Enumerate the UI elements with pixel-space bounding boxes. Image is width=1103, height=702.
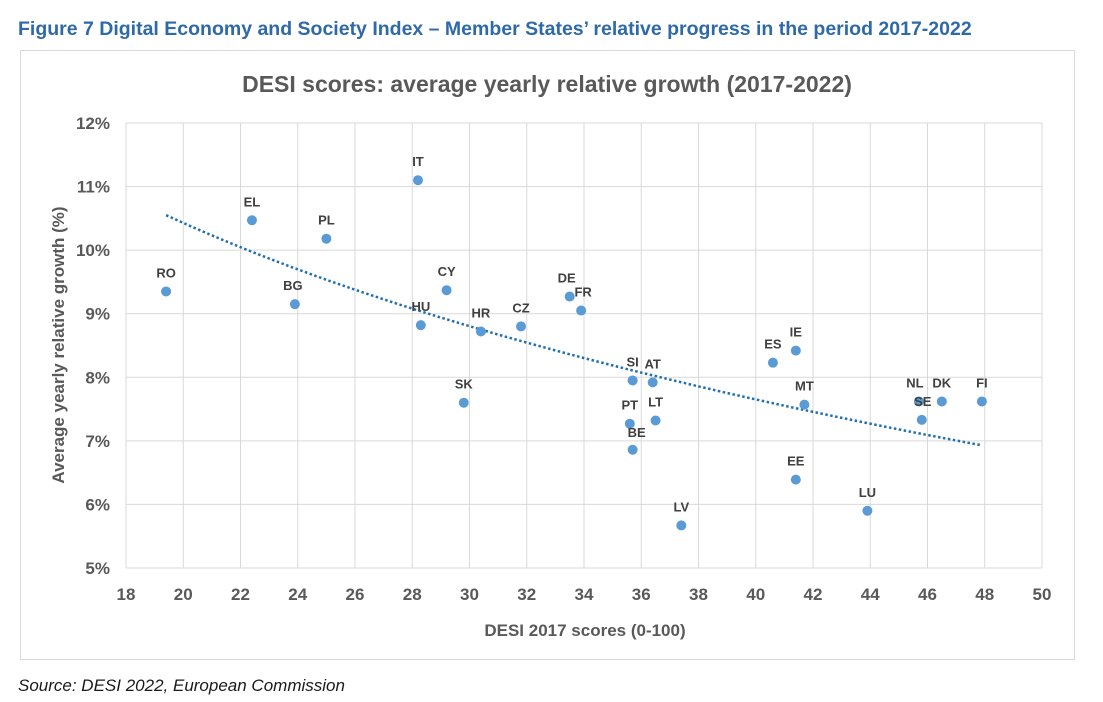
x-tick-label: 24 xyxy=(288,585,307,604)
data-point-el xyxy=(246,215,257,226)
point-label-se: SE xyxy=(914,394,932,409)
point-label-at: AT xyxy=(645,356,661,371)
x-tick-label: 28 xyxy=(403,585,422,604)
x-tick-label: 26 xyxy=(346,585,365,604)
point-label-cz: CZ xyxy=(512,300,529,315)
x-tick-label: 46 xyxy=(918,585,937,604)
point-label-mt: MT xyxy=(795,379,814,394)
x-tick-label: 20 xyxy=(174,585,193,604)
data-point-pt xyxy=(624,418,635,429)
data-point-cz xyxy=(516,321,527,332)
point-label-sk: SK xyxy=(455,377,474,392)
data-point-lu xyxy=(862,505,873,516)
chart-title: DESI scores: average yearly relative gro… xyxy=(242,71,852,97)
point-label-cy: CY xyxy=(438,264,456,279)
y-tick-label: 5% xyxy=(85,559,110,578)
x-tick-label: 30 xyxy=(460,585,479,604)
data-point-it xyxy=(412,175,423,186)
point-label-lv: LV xyxy=(673,499,689,514)
x-tick-label: 44 xyxy=(861,585,880,604)
y-tick-label: 11% xyxy=(77,178,110,197)
data-point-sk xyxy=(458,397,469,408)
point-label-bg: BG xyxy=(283,278,303,293)
point-label-lu: LU xyxy=(859,485,876,500)
data-point-ro xyxy=(161,286,172,297)
data-point-hu xyxy=(415,320,426,331)
y-tick-label: 9% xyxy=(85,305,110,324)
x-tick-label: 22 xyxy=(231,585,250,604)
y-tick-label: 6% xyxy=(85,495,110,514)
data-point-mt xyxy=(799,399,810,410)
y-tick-label: 10% xyxy=(76,241,110,260)
x-axis-label: DESI 2017 scores (0-100) xyxy=(484,621,685,640)
data-point-hr xyxy=(475,326,486,337)
data-point-nl xyxy=(913,396,924,407)
trendline xyxy=(165,214,983,447)
x-tick-label: 42 xyxy=(804,585,823,604)
data-point-pl xyxy=(321,233,332,244)
point-label-be: BE xyxy=(628,425,646,440)
point-label-si: SI xyxy=(627,354,639,369)
data-point-dk xyxy=(936,396,947,407)
point-label-hr: HR xyxy=(472,306,491,321)
x-tick-label: 40 xyxy=(746,585,765,604)
data-point-fi xyxy=(976,396,987,407)
figure-title: Figure 7 Digital Economy and Society Ind… xyxy=(18,18,972,40)
chart-area xyxy=(20,50,1075,660)
x-tick-label: 38 xyxy=(689,585,708,604)
data-point-cy xyxy=(441,285,452,296)
point-label-hu: HU xyxy=(411,299,430,314)
point-label-ie: IE xyxy=(790,325,803,340)
data-point-si xyxy=(627,375,638,386)
data-point-at xyxy=(647,377,658,388)
x-axis-ticks: 18 20 22 24 26 28 30 32 34 36 38 40 42 44 46 48 50 xyxy=(117,585,1052,604)
data-point-es xyxy=(767,357,778,368)
data-points xyxy=(161,175,987,531)
data-point-be xyxy=(627,444,638,455)
data-point-fr xyxy=(576,305,587,316)
trendline-path xyxy=(165,214,983,447)
point-label-pt: PT xyxy=(621,398,638,413)
x-tick-label: 48 xyxy=(975,585,994,604)
point-label-el: EL xyxy=(244,194,261,209)
x-tick-label: 50 xyxy=(1033,585,1052,604)
y-tick-label: 12% xyxy=(76,114,110,133)
point-label-nl: NL xyxy=(906,375,923,390)
point-label-pl: PL xyxy=(318,213,335,228)
x-tick-label: 32 xyxy=(517,585,536,604)
point-label-de: DE xyxy=(558,271,576,286)
point-label-fi: FI xyxy=(976,375,988,390)
gridlines xyxy=(125,122,1043,569)
data-point-lt xyxy=(650,415,661,426)
x-tick-label: 18 xyxy=(117,585,136,604)
point-label-ro: RO xyxy=(156,265,176,280)
data-point-lv xyxy=(676,520,687,531)
data-point-bg xyxy=(289,299,300,310)
x-tick-label: 36 xyxy=(632,585,651,604)
point-label-es: ES xyxy=(764,337,782,352)
y-tick-label: 7% xyxy=(85,432,110,451)
y-tick-label: 8% xyxy=(85,368,110,387)
point-label-lt: LT xyxy=(648,395,663,410)
point-label-dk: DK xyxy=(932,375,951,390)
data-point-ie xyxy=(790,345,801,356)
data-point-ee xyxy=(790,474,801,485)
data-point-se xyxy=(916,414,927,425)
point-label-it: IT xyxy=(412,154,424,169)
data-point-de xyxy=(564,291,575,302)
source-note: Source: DESI 2022, European Commission xyxy=(18,676,345,695)
y-axis-label: Average yearly relative growth (%) xyxy=(49,206,68,483)
x-tick-label: 34 xyxy=(575,585,594,604)
point-label-fr: FR xyxy=(574,285,592,300)
y-axis-ticks: 5% 6% 7% 8% 9% 10% 11% 12% xyxy=(76,114,110,578)
point-label-ee: EE xyxy=(787,454,805,469)
